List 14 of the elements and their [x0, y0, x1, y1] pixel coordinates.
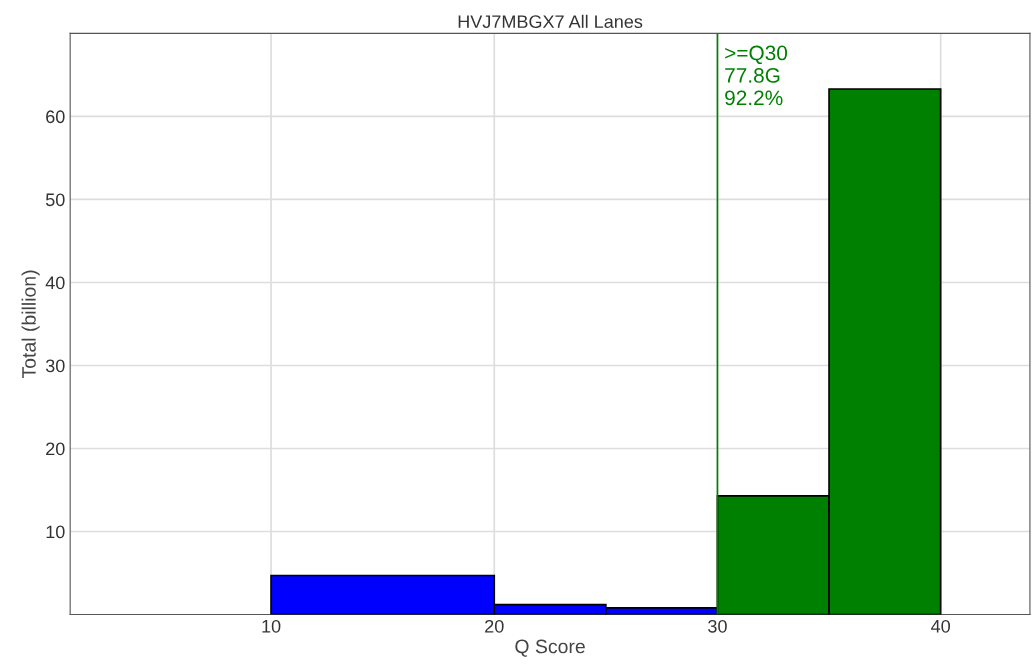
x-axis-title: Q Score: [515, 639, 585, 657]
x-tick-label: 20: [485, 619, 504, 633]
y-tick-label: 20: [46, 442, 65, 456]
x-tick-label: 30: [708, 619, 727, 633]
y-tick-label: 50: [45, 193, 65, 207]
y-tick-label: 10: [46, 525, 65, 539]
y-tick-label: 60: [46, 110, 65, 124]
x-tick-label: 10: [262, 619, 281, 633]
x-tick-label: 40: [931, 619, 950, 633]
y-axis-title: Total (billion): [21, 270, 40, 379]
ref-line-label: >=Q30 77.8G 92.2%: [725, 45, 788, 106]
chart-title: HVJ7MBGX7 All Lanes: [458, 14, 643, 29]
y-tick-label: 30: [45, 359, 65, 373]
y-tick-label: 40: [45, 276, 65, 290]
